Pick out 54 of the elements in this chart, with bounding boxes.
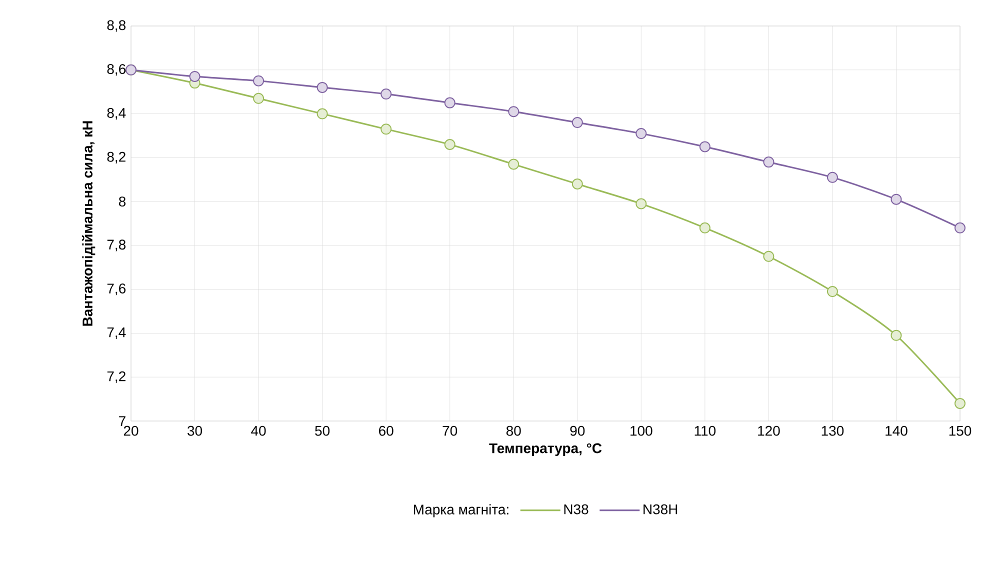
legend-label: N38 xyxy=(564,504,588,514)
x-tick-label: 80 xyxy=(506,426,521,436)
point xyxy=(890,194,902,205)
x-tick-label: 40 xyxy=(251,426,266,436)
legend-label: N38H xyxy=(644,504,678,514)
y-tick-label: 7 xyxy=(119,416,126,426)
point xyxy=(253,75,264,86)
point xyxy=(826,172,838,183)
x-tick-label: 110 xyxy=(694,426,716,436)
legend-title: Марка магніта: xyxy=(414,504,508,518)
point xyxy=(636,198,647,210)
x-axis-title: Температура, °C xyxy=(489,443,602,456)
y-tick-label: 8,6 xyxy=(107,64,126,76)
x-tick-label: 150 xyxy=(949,426,972,436)
point xyxy=(444,97,456,108)
point xyxy=(636,128,647,140)
point xyxy=(699,222,710,234)
point xyxy=(954,222,966,234)
y-tick-label: 8,4 xyxy=(107,108,126,120)
x-tick-label: 130 xyxy=(822,426,844,436)
point xyxy=(508,158,520,170)
x-tick-label: 20 xyxy=(124,426,138,436)
point xyxy=(763,250,774,262)
point xyxy=(189,70,200,82)
x-tick-label: 30 xyxy=(188,426,202,436)
y-tick-label: 7,6 xyxy=(107,284,126,296)
point xyxy=(253,92,264,104)
y-axis-title: Вантажопідіймальна сила, кН xyxy=(82,121,96,326)
point xyxy=(890,330,902,341)
point xyxy=(826,286,838,298)
point xyxy=(572,117,583,128)
point xyxy=(763,156,774,168)
x-tick-label: 140 xyxy=(886,426,908,436)
point xyxy=(444,138,456,150)
x-tick-label: 90 xyxy=(570,426,585,436)
x-tick-label: 60 xyxy=(379,426,394,436)
point xyxy=(380,88,392,100)
x-tick-label: 50 xyxy=(315,426,330,436)
x-tick-label: 70 xyxy=(442,426,458,436)
y-tick-label: 8,2 xyxy=(107,152,126,164)
point xyxy=(508,106,520,118)
y-tick-label: 8,8 xyxy=(107,20,126,32)
point xyxy=(316,82,328,93)
x-tick-label: 100 xyxy=(630,426,652,436)
y-tick-label: 7,8 xyxy=(107,240,126,252)
y-tick-label: 7,2 xyxy=(107,371,126,383)
y-tick-label: 7,4 xyxy=(107,328,126,339)
x-tick-label: 120 xyxy=(758,426,780,436)
point xyxy=(954,398,966,409)
point xyxy=(699,141,710,152)
y-tick-label: 8 xyxy=(118,196,126,207)
point xyxy=(380,124,392,135)
point xyxy=(316,108,328,120)
point xyxy=(572,178,583,190)
